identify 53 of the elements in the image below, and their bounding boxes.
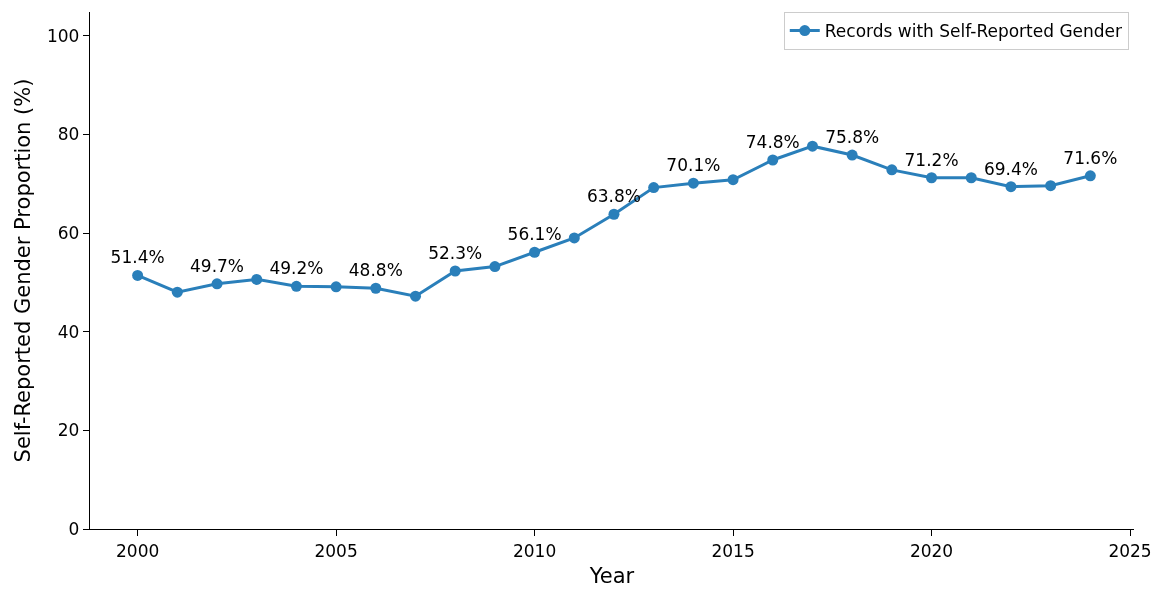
data-label: 69.4%: [983, 158, 1038, 179]
point: [251, 273, 263, 285]
point: [211, 278, 223, 290]
point: [886, 164, 898, 176]
point: [1084, 170, 1096, 182]
x-axis-title: Year: [588, 563, 635, 588]
data-label: 71.2%: [904, 149, 959, 170]
point: [648, 182, 660, 194]
y-tick-label: 60: [57, 222, 80, 243]
point: [449, 265, 461, 277]
data-label: 56.1%: [507, 224, 562, 245]
legend-label: Records with Self-Reported Gender: [824, 21, 1123, 42]
data-label: 74.8%: [745, 131, 800, 152]
point: [727, 174, 739, 186]
point: [290, 280, 302, 292]
point: [926, 172, 938, 184]
data-label: 71.6%: [1063, 147, 1118, 168]
point: [370, 282, 382, 294]
point: [1005, 181, 1017, 193]
point: [568, 232, 580, 244]
data-label: 63.8%: [586, 186, 641, 207]
point: [1045, 180, 1057, 192]
data-label: 52.3%: [428, 242, 483, 263]
point: [806, 140, 818, 152]
x-tick-label: 2025: [1108, 540, 1152, 561]
x-tick-label: 2015: [711, 540, 755, 561]
data-label: 49.7%: [190, 255, 245, 276]
point: [330, 281, 342, 293]
data-label: 49.2%: [269, 258, 324, 279]
data-label: 75.8%: [825, 126, 880, 147]
point: [529, 246, 541, 258]
x-tick-label: 2000: [116, 540, 160, 561]
data-label: 51.4%: [110, 247, 165, 268]
y-tick-label: 80: [57, 124, 80, 145]
x-tick-label: 2020: [909, 540, 954, 561]
point: [132, 269, 144, 281]
point: [171, 286, 183, 298]
y-tick-label: 20: [57, 420, 80, 441]
point: [410, 290, 422, 302]
y-tick-label: 100: [47, 25, 80, 46]
point: [767, 154, 779, 166]
point: [489, 261, 501, 273]
data-label: 70.1%: [666, 155, 721, 176]
point: [965, 172, 977, 184]
y-tick-label: 40: [57, 321, 80, 342]
point: [608, 208, 620, 220]
x-tick-label: 2010: [512, 540, 557, 561]
point: [687, 177, 699, 189]
point: [846, 149, 858, 161]
y-tick-label: 0: [68, 518, 80, 539]
x-tick-label: 2005: [314, 540, 358, 561]
data-label: 48.8%: [348, 260, 403, 281]
y-axis-title: Self-Reported Gender Proportion (%): [11, 78, 36, 463]
